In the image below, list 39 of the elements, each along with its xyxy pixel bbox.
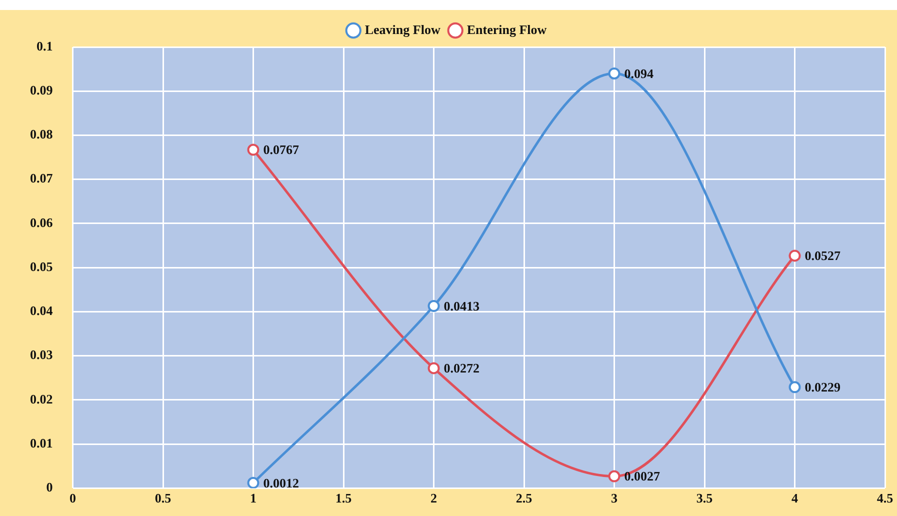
- x-tick-label: 1.5: [335, 490, 352, 506]
- point: [788, 381, 801, 394]
- y-tick-label: 0: [46, 480, 53, 495]
- x-tick-label: 2: [430, 490, 437, 506]
- data-label: 0.0229: [804, 380, 841, 395]
- y-tick-label: 0.05: [30, 258, 54, 274]
- data-label: 0.0012: [263, 475, 299, 490]
- x-tick-label: 4.5: [876, 490, 894, 506]
- y-tick-label: 0.04: [30, 303, 54, 318]
- point: [608, 470, 620, 482]
- data-label: 0.0272: [444, 360, 480, 376]
- y-tick-label: 0.06: [30, 214, 54, 230]
- x-tick-label: 0: [70, 490, 76, 506]
- data-label: 0.0413: [444, 298, 480, 314]
- legend-label: Leaving Flow: [364, 22, 441, 37]
- x-tick-label: 2.5: [516, 490, 533, 506]
- y-tick-label: 0.1: [36, 38, 53, 54]
- data-label: 0.0527: [804, 248, 841, 264]
- data-label: 0.0767: [263, 142, 300, 158]
- y-tick-label: 0.09: [30, 82, 54, 98]
- y-tick-label: 0.01: [30, 435, 53, 450]
- point: [247, 144, 260, 156]
- point: [428, 300, 440, 312]
- legend-label: Entering Flow: [466, 22, 548, 37]
- data-label: 0.094: [624, 66, 654, 81]
- x-tick-label: 3: [611, 490, 618, 506]
- point: [608, 67, 620, 80]
- point: [428, 362, 440, 374]
- point: [788, 250, 801, 262]
- point: [247, 476, 260, 488]
- y-tick-label: 0.07: [30, 170, 54, 186]
- x-tick-label: 4: [792, 490, 798, 506]
- y-tick-label: 0.03: [30, 347, 54, 362]
- x-tick-label: 3.5: [696, 490, 714, 506]
- x-tick-label: 1: [250, 490, 256, 506]
- y-tick-label: 0.08: [30, 126, 54, 142]
- x-tick-label: 0.5: [154, 490, 172, 506]
- data-label: 0.0027: [624, 468, 660, 484]
- y-tick-label: 0.02: [30, 391, 53, 406]
